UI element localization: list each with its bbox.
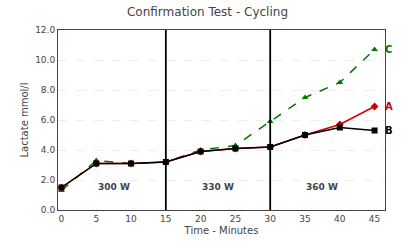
svg-text:30: 30 bbox=[264, 214, 276, 224]
svg-text:15: 15 bbox=[160, 214, 171, 224]
svg-text:25: 25 bbox=[230, 214, 241, 224]
svg-text:4.0: 4.0 bbox=[41, 145, 56, 155]
svg-text:C: C bbox=[385, 44, 392, 55]
svg-text:10: 10 bbox=[125, 214, 137, 224]
svg-text:330 W: 330 W bbox=[202, 182, 234, 192]
svg-text:0.0: 0.0 bbox=[41, 205, 56, 215]
svg-text:A: A bbox=[385, 101, 393, 112]
svg-text:2.0: 2.0 bbox=[41, 175, 56, 185]
svg-text:300 W: 300 W bbox=[98, 182, 130, 192]
svg-text:40: 40 bbox=[334, 214, 346, 224]
svg-text:35: 35 bbox=[299, 214, 310, 224]
svg-text:Lactate mmol/l: Lactate mmol/l bbox=[19, 82, 30, 157]
svg-text:B: B bbox=[385, 125, 393, 136]
svg-text:20: 20 bbox=[195, 214, 207, 224]
svg-text:360 W: 360 W bbox=[306, 182, 338, 192]
svg-text:5: 5 bbox=[93, 214, 99, 224]
svg-text:Confirmation Test - Cycling: Confirmation Test - Cycling bbox=[127, 5, 288, 19]
svg-text:8.0: 8.0 bbox=[41, 85, 56, 95]
svg-text:6.0: 6.0 bbox=[41, 115, 56, 125]
svg-text:Time - Minutes: Time - Minutes bbox=[184, 225, 259, 236]
svg-text:45: 45 bbox=[369, 214, 380, 224]
svg-text:12.0: 12.0 bbox=[35, 25, 55, 35]
svg-text:10.0: 10.0 bbox=[35, 55, 55, 65]
svg-text:0: 0 bbox=[59, 214, 65, 224]
